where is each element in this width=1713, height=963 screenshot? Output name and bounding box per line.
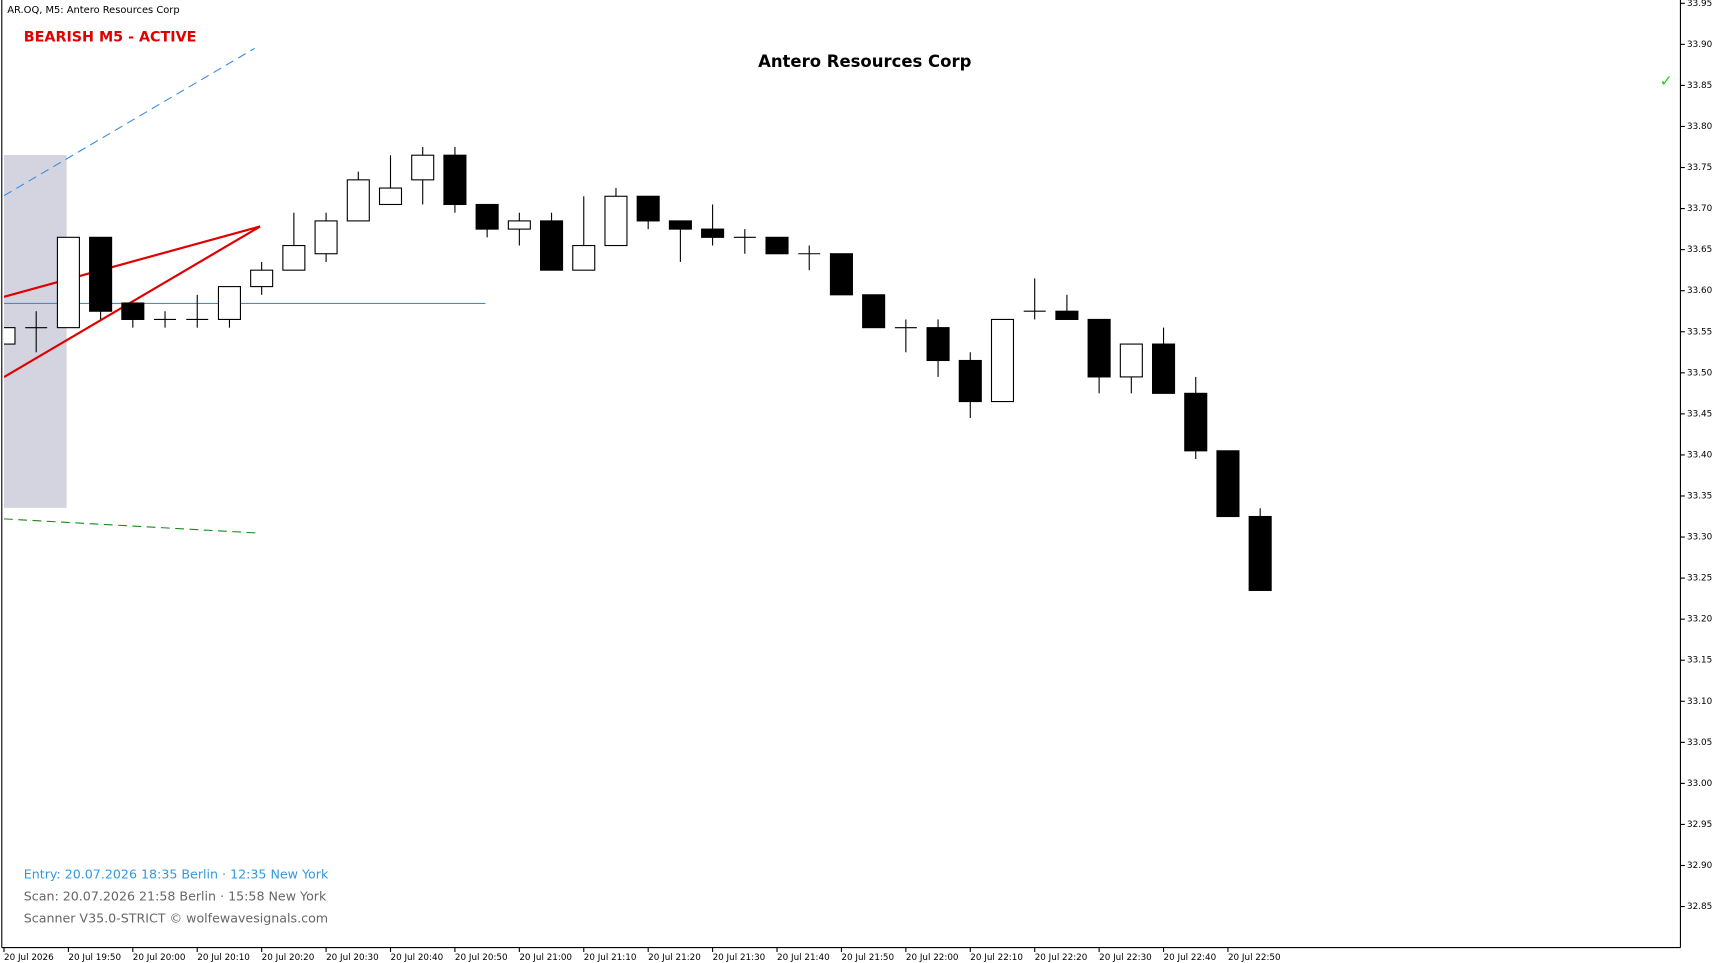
candle-body [958, 359, 982, 403]
y-tick-label: 33.45 [1687, 409, 1712, 419]
candle-body [250, 269, 274, 288]
upper-trend [3, 47, 255, 197]
signal: BEARISH M5 - ACTIVE [24, 29, 197, 45]
candle-body [282, 244, 306, 271]
header: AR.OQ, M5: Antero Resources Corp [7, 5, 179, 16]
y-tick-label: 33.55 [1687, 327, 1712, 337]
candle-body [507, 220, 531, 230]
chart-title: Antero Resources Corp [758, 52, 971, 71]
y-tick-label: 33.85 [1687, 81, 1712, 91]
candle-body [475, 203, 499, 230]
candle-body [862, 294, 886, 329]
candle-body [990, 318, 1015, 403]
candle-body [314, 220, 338, 255]
candle-body [636, 195, 660, 222]
y-tick-label: 33.70 [1687, 204, 1712, 214]
candle-body [604, 195, 628, 247]
y-tick-label: 32.90 [1687, 861, 1712, 871]
candle-body [378, 187, 403, 206]
x-tick-label: 20 Jul 22:50 [1228, 953, 1281, 963]
y-tick-label: 32.95 [1687, 820, 1712, 830]
candle-body [1087, 318, 1111, 378]
candle-body [411, 154, 435, 181]
candle-body [3, 327, 16, 345]
candles [3, 146, 1272, 591]
y-tick-label: 33.10 [1687, 697, 1712, 707]
y-tick-label: 33.15 [1687, 656, 1712, 666]
x-tick-label: 20 Jul 21:10 [584, 953, 637, 963]
y-tick-label: 33.60 [1687, 286, 1712, 296]
x-tick-label: 20 Jul 22:10 [970, 953, 1023, 963]
candle-body [765, 236, 789, 255]
candle-body [926, 327, 950, 362]
y-tick-label: 33.20 [1687, 615, 1712, 625]
wedge-line [3, 225, 261, 379]
y-tick-label: 33.75 [1687, 163, 1712, 173]
footer-entry: Entry: 20.07.2026 18:35 Berlin · 12:35 N… [24, 867, 329, 882]
y-tick-label: 33.25 [1687, 574, 1712, 584]
candle-body [1055, 310, 1079, 320]
candle-body [56, 236, 80, 329]
candle-body [572, 244, 596, 271]
y-tick-label: 33.65 [1687, 245, 1712, 255]
x-tick-label: 20 Jul 21:50 [841, 953, 894, 963]
candle-body [346, 179, 370, 222]
candle-body [829, 253, 853, 296]
footer-version: Scanner V35.0-STRICT © wolfewavesignals.… [24, 911, 328, 926]
candle-body [1248, 515, 1272, 591]
x-tick-label: 20 Jul 2026 [4, 953, 54, 963]
x-tick-label: 20 Jul 20:00 [133, 953, 186, 963]
x-tick-label: 20 Jul 22:30 [1099, 953, 1152, 963]
candle-body [701, 228, 725, 238]
candle-body [1119, 343, 1143, 378]
x-tick-label: 20 Jul 20:10 [197, 953, 250, 963]
y-tick-label: 33.95 [1687, 0, 1712, 9]
x-tick-label: 20 Jul 20:20 [262, 953, 315, 963]
x-tick-label: 20 Jul 20:50 [455, 953, 508, 963]
x-tick-label: 20 Jul 21:30 [713, 953, 766, 963]
candle-body [443, 154, 467, 206]
x-tick-label: 20 Jul 21:40 [777, 953, 830, 963]
x-tick-label: 20 Jul 22:00 [906, 953, 959, 963]
candle-body [1184, 392, 1208, 452]
candle-body [121, 302, 145, 320]
candle-body [1151, 343, 1176, 394]
x-tick-label: 20 Jul 20:40 [391, 953, 444, 963]
y-tick-label: 33.80 [1687, 122, 1712, 132]
wedge-line [3, 225, 261, 298]
y-tick-label: 33.40 [1687, 450, 1712, 460]
y-tick-label: 33.35 [1687, 491, 1712, 501]
candle-body [668, 220, 692, 230]
y-tick-label: 32.85 [1687, 902, 1712, 912]
candle-body [1216, 450, 1240, 518]
x-tick-label: 20 Jul 21:20 [648, 953, 701, 963]
x-tick-label: 20 Jul 20:30 [326, 953, 379, 963]
candle-body [540, 220, 564, 271]
marker: ✓ [1660, 72, 1673, 90]
footer-scan: Scan: 20.07.2026 21:58 Berlin · 15:58 Ne… [24, 889, 327, 904]
x-tick-label: 20 Jul 19:50 [68, 953, 121, 963]
x-tick-label: 20 Jul 21:00 [519, 953, 572, 963]
candle-body [89, 236, 113, 312]
y-tick-label: 33.50 [1687, 368, 1712, 378]
y-tick-label: 33.90 [1687, 40, 1712, 50]
y-tick-label: 33.30 [1687, 533, 1712, 543]
x-tick-label: 20 Jul 22:20 [1035, 953, 1088, 963]
y-tick-label: 33.05 [1687, 738, 1712, 748]
x-tick-label: 20 Jul 22:40 [1164, 953, 1217, 963]
candle-body [217, 286, 241, 320]
y-tick-label: 33.00 [1687, 779, 1712, 789]
